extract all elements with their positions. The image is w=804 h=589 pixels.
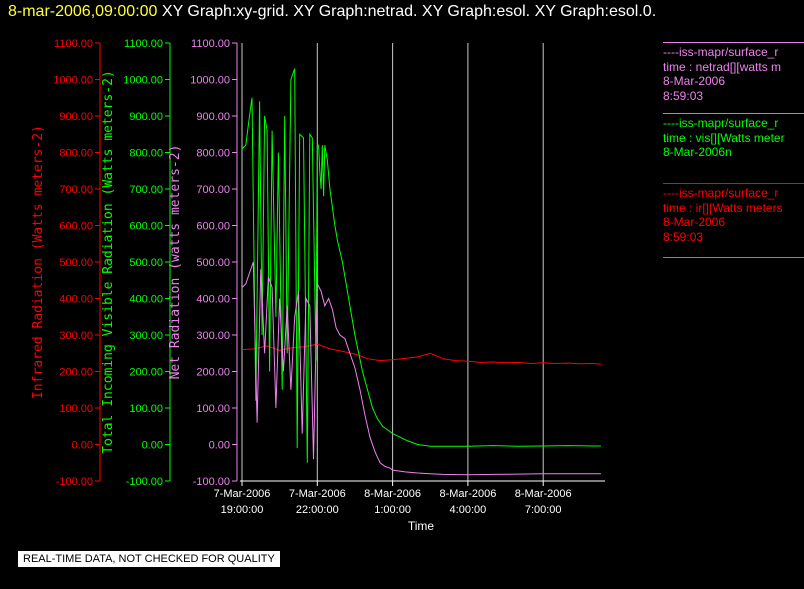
legend-line: ----iss-mapr/surface_r — [663, 45, 779, 59]
y-tick-label: 1100.00 — [191, 38, 230, 50]
legend-infrared-radiation: ----iss-mapr/surface_r time : ir[][Watts… — [663, 183, 804, 244]
graph-name-3: XY Graph:esol.0. — [534, 3, 657, 20]
legend-line: 8-Mar-2006n — [663, 145, 732, 159]
x-tick-label-time: 1:00:00 — [374, 504, 411, 516]
legend-line: 8-Mar-2006 — [663, 215, 726, 229]
x-tick-label-time: 19:00:00 — [221, 504, 264, 516]
legend-line: 8:59:03 — [663, 229, 704, 244]
legend-end-rule — [663, 257, 804, 258]
legend-rule — [663, 42, 804, 43]
legend-line: ----iss-mapr/surface_r — [663, 116, 779, 130]
y-tick-label: 700.00 — [129, 184, 163, 196]
y-tick-label: 0.00 — [142, 440, 163, 452]
y-tick-label: 300.00 — [59, 330, 93, 342]
legend-line: 8-Mar-2006 — [663, 74, 726, 88]
y-tick-label: 1100.00 — [124, 38, 163, 50]
y-tick-label: 100.00 — [59, 403, 93, 415]
y-tick-label: 800.00 — [59, 148, 93, 160]
y-tick-label: 400.00 — [196, 294, 230, 306]
x-tick-label-time: 7:00:00 — [525, 504, 562, 516]
y-tick-label: 500.00 — [196, 257, 230, 269]
x-tick-label-date: 7-Mar-2006 — [214, 488, 271, 500]
series-line-1 — [241, 68, 601, 463]
y-tick-label: 1000.00 — [53, 75, 93, 87]
legend-rule — [663, 113, 804, 114]
y-tick-label: 100.00 — [196, 403, 230, 415]
y-tick-label: 900.00 — [59, 111, 93, 123]
graph-name-0: XY Graph:xy-grid. — [161, 3, 289, 20]
y-tick-label: 600.00 — [129, 221, 163, 233]
y-tick-label: 1000.00 — [123, 75, 163, 87]
legend-rule — [663, 183, 804, 184]
y-tick-label: 600.00 — [59, 221, 93, 233]
x-tick-label-date: 7-Mar-2006 — [289, 488, 346, 500]
y-tick-label: 1000.00 — [190, 75, 230, 87]
x-tick-label-time: 4:00:00 — [450, 504, 487, 516]
y-tick-label: 300.00 — [196, 330, 230, 342]
quality-disclaimer: REAL-TIME DATA, NOT CHECKED FOR QUALITY — [18, 551, 280, 567]
legend-net-radiation: ----iss-mapr/surface_r time : netrad[][w… — [663, 42, 804, 103]
title-bar: 8-mar-2006,09:00:00 XY Graph:xy-grid. XY… — [8, 3, 656, 21]
y-tick-label: 200.00 — [59, 367, 93, 379]
legend-line: ----iss-mapr/surface_r — [663, 186, 779, 200]
legend-visible-radiation: ----iss-mapr/surface_r time : vis[][Watt… — [663, 113, 804, 160]
y-tick-label: -100.00 — [56, 476, 93, 488]
y-tick-label: 900.00 — [196, 111, 230, 123]
legend-line: 8:59:03 — [663, 88, 704, 103]
y-tick-label: 1100.00 — [54, 38, 93, 50]
y-tick-label: 200.00 — [129, 367, 163, 379]
series-line-2 — [241, 261, 601, 476]
x-axis-title: Time — [408, 519, 435, 533]
y-tick-label: 900.00 — [129, 111, 163, 123]
x-tick-label-date: 8-Mar-2006 — [439, 488, 496, 500]
x-tick-label-date: 8-Mar-2006 — [364, 488, 421, 500]
graph-name-2: XY Graph:esol. — [421, 3, 531, 20]
timestamp: 8-mar-2006,09:00:00 — [8, 3, 158, 20]
y-tick-label: 200.00 — [196, 367, 230, 379]
y-tick-label: 700.00 — [196, 184, 230, 196]
y-tick-label: -100.00 — [126, 476, 163, 488]
y-tick-label: 800.00 — [196, 148, 230, 160]
x-tick-label-time: 22:00:00 — [296, 504, 339, 516]
series-line-0 — [241, 343, 601, 365]
y-tick-label: -100.00 — [193, 476, 230, 488]
y-tick-label: 400.00 — [59, 294, 93, 306]
y-tick-label: 700.00 — [59, 184, 93, 196]
y-tick-label: 500.00 — [59, 257, 93, 269]
y-tick-label: 400.00 — [129, 294, 163, 306]
x-tick-label-date: 8-Mar-2006 — [515, 488, 572, 500]
y-tick-label: 0.00 — [72, 440, 93, 452]
y-axis-title-0: Infrared Radiation (Watts meters-2) — [31, 125, 46, 399]
legend-line: time : ir[][Watts meters — [663, 200, 783, 215]
legend-line: time : vis[][Watts meter — [663, 130, 785, 145]
y-tick-label: 800.00 — [129, 148, 163, 160]
legend-line: time : netrad[][watts m — [663, 59, 782, 74]
y-tick-label: 0.00 — [209, 440, 230, 452]
y-tick-label: 500.00 — [129, 257, 163, 269]
y-tick-label: 600.00 — [196, 221, 230, 233]
y-tick-label: 100.00 — [129, 403, 163, 415]
graph-name-1: XY Graph:netrad. — [293, 3, 418, 20]
y-tick-label: 300.00 — [129, 330, 163, 342]
y-axis-title-1: Total Incoming Visible Radiation (Watts … — [101, 70, 116, 454]
y-axis-title-2: Net Radiation (watts meters-2) — [168, 145, 183, 380]
